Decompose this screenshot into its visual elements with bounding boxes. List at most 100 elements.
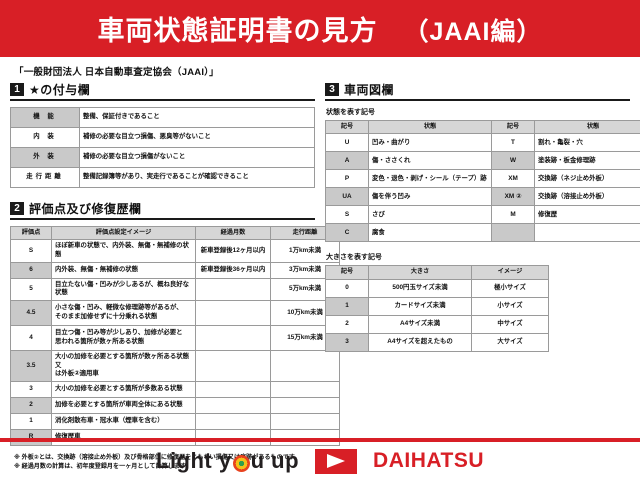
size-image: 極小サイズ: [471, 278, 549, 298]
table-header-row: 評価点 評価点設定イメージ 経過月数 走行距離: [10, 225, 340, 241]
star-row-label: 外 装: [10, 147, 80, 168]
symbol-left: U: [325, 133, 369, 153]
table-row: 2 A4サイズ未満 中サイズ: [325, 314, 549, 334]
table-row: 3 大小の加修を必要とする箇所が多数ある状態: [10, 380, 340, 398]
condition-right: 塗装跡・板金修理跡: [534, 151, 640, 171]
symbol-right: [491, 223, 535, 243]
star-row-desc: 整備記録簿等があり、実走行であることが確認できること: [79, 167, 315, 188]
eval-image: 内外装、無傷・無補修の状態: [51, 261, 196, 279]
eval-score: 4: [10, 324, 52, 351]
eval-score: 5: [10, 277, 52, 301]
left-column: 1 ★の付与欄 機 能 整備、保証付きであること 内 装 補修の必要な目立つ損傷…: [10, 81, 340, 446]
column-header-months: 経過月数: [195, 225, 271, 241]
star-row-desc: 整備、保証付きであること: [79, 107, 315, 128]
symbol-table-caption: 状態を表す記号: [326, 109, 375, 116]
size-table-wrapper: 記号 大きさ イメージ 0 500円玉サイズ未満 極小サイズ 1 カードサイズ未…: [325, 265, 549, 352]
eval-score: S: [10, 239, 52, 263]
size-image: 中サイズ: [471, 314, 549, 334]
eval-months: 新車登録後36ヶ月以内: [195, 261, 271, 279]
eval-image: 消化剤散布車・冠水車（煙車を含む）: [51, 412, 196, 430]
symbol-left: A: [325, 151, 369, 171]
column-header-size-symbol: 記号: [325, 265, 369, 280]
eval-months: [195, 299, 271, 326]
eval-mileage: 5万km未満: [270, 277, 340, 301]
symbol-right: W: [491, 151, 535, 171]
star-row-label: 機 能: [10, 107, 80, 128]
size-desc: 500円玉サイズ未満: [368, 278, 472, 298]
size-image: 大サイズ: [471, 332, 549, 352]
star-row-desc: 補修の必要な目立つ損傷がないこと: [79, 147, 315, 168]
eval-mileage: [270, 349, 340, 382]
eval-months: [195, 349, 271, 382]
brand-name: DAIHATSU: [373, 449, 484, 472]
size-symbol-table: 記号 大きさ イメージ 0 500円玉サイズ未満 極小サイズ 1 カードサイズ未…: [325, 265, 549, 352]
page-title-suffix: （JAAI編）: [403, 18, 543, 46]
eval-image: 加修を必要とする箇所が車両全体にある状態: [51, 396, 196, 414]
table-row: 6 内外装、無傷・無補修の状態 新車登録後36ヶ月以内 3万km未満: [10, 261, 340, 279]
condition-left: 傷・ささくれ: [368, 151, 492, 171]
footnotes: ※ 外板②とは、交換跡（溶接止め外板）及び骨格部位に修復歴をともない損傷又は痕跡…: [14, 453, 640, 471]
table-header-row: 記号 大きさ イメージ: [325, 265, 549, 280]
size-symbol: 2: [325, 314, 369, 334]
table-row: 4 目立つ傷・凹み等が少しあり、加修が必要と 思われる箇所が数ヶ所ある状態 15…: [10, 324, 340, 351]
eval-image: ほぼ新車の状態で、内外装、無傷・無補修の状態: [51, 239, 196, 263]
symbol-left: C: [325, 223, 369, 243]
footnote-line-2: ※ 経過月数の計算は、初年度登録月を一ヶ月として計算します。: [14, 462, 192, 470]
section-3-heading: 3 車両図欄: [325, 81, 630, 101]
footer-divider: [0, 438, 640, 442]
tagline-part-b: u up: [250, 448, 300, 473]
condition-right: 割れ・亀裂・穴: [534, 133, 640, 153]
table-row: 3 A4サイズを超えたもの 大サイズ: [325, 332, 549, 352]
table-row: C 腐食: [325, 223, 640, 243]
symbol-right: T: [491, 133, 535, 153]
eval-months: 新車登録後12ヶ月以内: [195, 239, 271, 263]
table-row: 3.5 大小の加修を必要とする箇所が数ヶ所ある状態又 は外板②適用車: [10, 349, 340, 382]
column-header-image: 評価点設定イメージ: [51, 225, 196, 241]
table-row: S さび M 修復歴: [325, 205, 640, 225]
eval-score: 1: [10, 412, 52, 430]
symbol-left: UA: [325, 187, 369, 207]
table-row: A 傷・ささくれ W 塗装跡・板金修理跡: [325, 151, 640, 171]
condition-right: 交換跡（ネジ止め外板）: [534, 169, 640, 189]
table-header-row: 記号 状態 記号 状態: [325, 119, 640, 135]
eval-months: [195, 396, 271, 414]
star-row-desc: 補修の必要な目立つ損傷、悪臭等がないこと: [79, 127, 315, 148]
table-row: P 変色・退色・剥げ・シール（テープ）跡 XM 交換跡（ネジ止め外板）: [325, 169, 640, 189]
table-row: S ほぼ新車の状態で、内外装、無傷・無補修の状態 新車登録後12ヶ月以内 1万k…: [10, 239, 340, 263]
table-row: 4.5 小さな傷・凹み、軽微な修理跡等があるが、 そのまま加修せずに十分乗れる状…: [10, 299, 340, 326]
column-header-score: 評価点: [10, 225, 52, 241]
section-3-title: 車両図欄: [344, 83, 395, 97]
symbol-left: P: [325, 169, 369, 189]
eval-image: 小さな傷・凹み、軽微な修理跡等があるが、 そのまま加修せずに十分乗れる状態: [51, 299, 196, 326]
eval-months: [195, 412, 271, 430]
condition-right: 修復歴: [534, 205, 640, 225]
condition-right: 交換跡（溶接止め外板）: [534, 187, 640, 207]
symbol-left: S: [325, 205, 369, 225]
organization-caption: 「一般財団法人 日本自動車査定協会（JAAI）」: [14, 67, 219, 78]
table-row: 2 加修を必要とする箇所が車両全体にある状態: [10, 396, 340, 414]
size-image: 小サイズ: [471, 296, 549, 316]
footnote-line-1: ※ 外板②とは、交換跡（溶接止め外板）及び骨格部位に修復歴をともない損傷又は痕跡…: [14, 453, 301, 461]
table-row: 1 消化剤散布車・冠水車（煙車を含む）: [10, 412, 340, 430]
tagline-part-a: Light y: [156, 448, 232, 473]
page-title: 車両状態証明書の見方 （JAAI編）: [98, 9, 543, 48]
brand-tagline: Light y u up: [156, 448, 299, 474]
condition-symbol-table: 記号 状態 記号 状態 U 凹み・曲がり T 割れ・亀裂・穴 A 傷・ささくれ …: [325, 119, 640, 243]
table-row: 外 装 補修の必要な目立つ損傷がないこと: [10, 147, 315, 168]
eval-image: 目立つ傷・凹み等が少しあり、加修が必要と 思われる箇所が数ヶ所ある状態: [51, 324, 196, 351]
column-header-mileage: 走行距離: [270, 225, 340, 241]
condition-left: 腐食: [368, 223, 492, 243]
size-desc: カードサイズ未満: [368, 296, 472, 316]
table-row: 1 カードサイズ未満 小サイズ: [325, 296, 549, 316]
size-table-caption: 大きさを表す記号: [326, 254, 382, 262]
column-header-condition-left: 状態: [368, 119, 492, 135]
size-desc: A4サイズを超えたもの: [368, 332, 472, 352]
table-row: 0 500円玉サイズ未満 極小サイズ: [325, 278, 549, 298]
column-header-condition-right: 状態: [534, 119, 640, 135]
table-row: 内 装 補修の必要な目立つ損傷、悪臭等がないこと: [10, 127, 315, 148]
eval-score: 3.5: [10, 349, 52, 382]
condition-right: [534, 223, 640, 243]
section-2-heading: 2 評価点及び修復歴欄: [10, 200, 315, 220]
table-row: 機 能 整備、保証付きであること: [10, 107, 315, 128]
page-header-band: 車両状態証明書の見方 （JAAI編）: [0, 0, 640, 59]
